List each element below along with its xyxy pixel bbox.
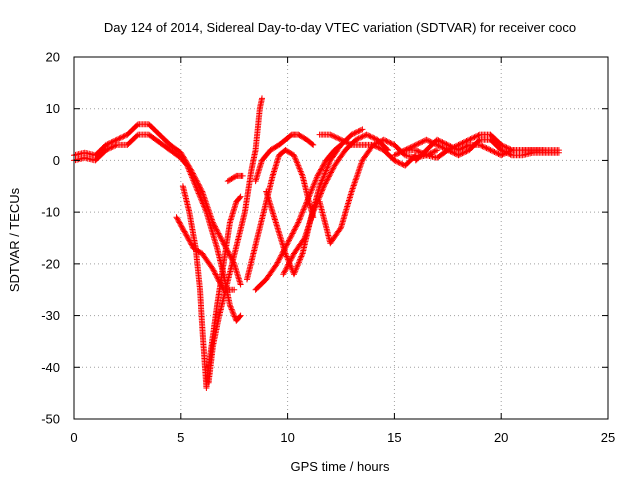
series-track-6 bbox=[224, 172, 246, 185]
series-track-13 bbox=[316, 131, 419, 169]
series-track-11 bbox=[280, 131, 391, 278]
series-track-16 bbox=[391, 131, 547, 161]
y-tick-label: -30 bbox=[41, 308, 60, 323]
data-point-markers bbox=[252, 131, 317, 185]
y-tick-label: -20 bbox=[41, 256, 60, 271]
x-tick-label: 15 bbox=[387, 430, 401, 445]
tick-marks bbox=[73, 56, 609, 420]
y-tick-label: 10 bbox=[46, 101, 60, 116]
data-point-markers bbox=[280, 131, 391, 278]
data-point-markers bbox=[391, 131, 547, 161]
chart-title: Day 124 of 2014, Sidereal Day-to-day VTE… bbox=[104, 20, 576, 35]
x-axis-label: GPS time / hours bbox=[291, 459, 390, 474]
series-track-9 bbox=[252, 141, 344, 293]
plot-frame bbox=[73, 56, 609, 420]
y-tick-label: -40 bbox=[41, 360, 60, 375]
data-series bbox=[71, 95, 562, 391]
y-tick-label: -50 bbox=[41, 412, 60, 427]
series-track-8 bbox=[252, 131, 317, 185]
x-tick-label: 5 bbox=[177, 430, 184, 445]
y-tick-label: 0 bbox=[53, 153, 60, 168]
data-point-markers bbox=[224, 172, 246, 185]
data-point-markers bbox=[252, 141, 344, 293]
series-track-5 bbox=[205, 95, 265, 386]
x-tick-label: 20 bbox=[494, 430, 508, 445]
y-tick-label: -10 bbox=[41, 205, 60, 220]
x-tick-label: 10 bbox=[280, 430, 294, 445]
data-point-markers bbox=[316, 131, 419, 169]
x-tick-label: 25 bbox=[601, 430, 615, 445]
data-point-markers bbox=[205, 95, 265, 386]
x-tick-label: 0 bbox=[70, 430, 77, 445]
y-tick-label: 20 bbox=[46, 50, 60, 65]
tick-labels: 0 5 10 15 20 25 20 10 0 -10 -20 -30 -40 -50 bbox=[41, 50, 615, 446]
y-axis-label: SDTVAR / TECUs bbox=[7, 187, 22, 292]
